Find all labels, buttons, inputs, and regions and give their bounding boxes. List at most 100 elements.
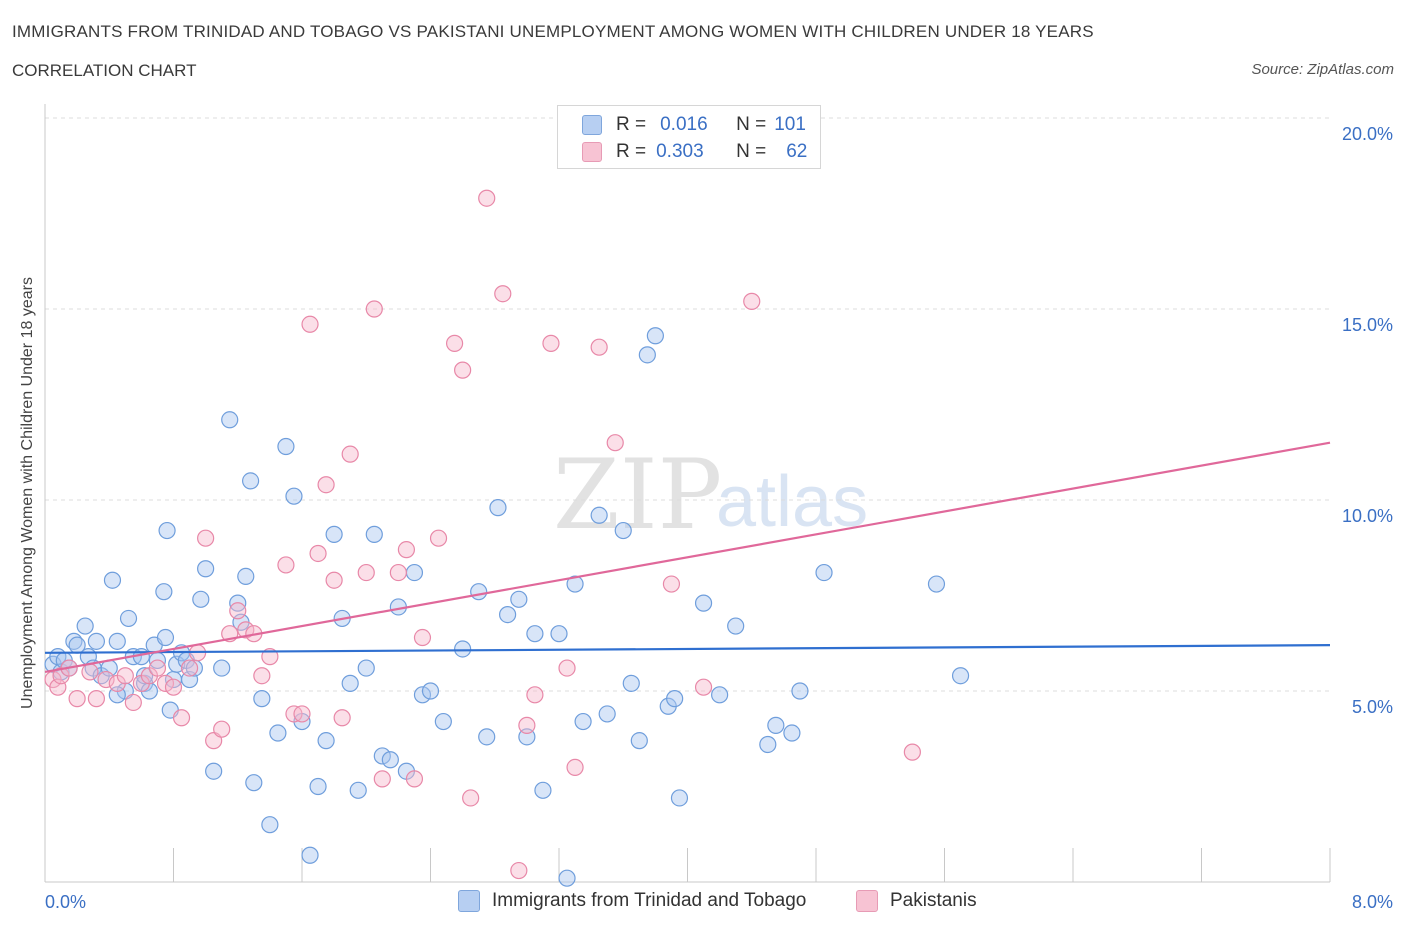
trinidad-point [646, 327, 664, 345]
y-tick-label: 5.0% [1352, 697, 1393, 717]
pakistani-point [445, 334, 464, 352]
pakistani-point [293, 705, 311, 723]
trinidad-point [156, 628, 175, 647]
pakistani-point [81, 663, 99, 681]
pakistani-point [606, 434, 624, 452]
trinidad-point [566, 575, 584, 593]
pakistani-point [87, 690, 106, 708]
legend-item-label: Pakistanis [890, 890, 977, 911]
legend-n-value: 62 [786, 141, 808, 162]
trinidad-trend-line [44, 644, 1331, 654]
pakistani-point [156, 674, 175, 692]
pakistani-point [405, 770, 424, 788]
trinidad-point [711, 686, 729, 704]
trinidad-point [454, 640, 472, 658]
axes [44, 104, 1331, 883]
pakistani-point [694, 678, 713, 696]
legend-n-value: 101 [774, 114, 806, 135]
trinidad-point [76, 617, 94, 635]
pakistani-point [373, 770, 391, 788]
trinidad-point [197, 560, 215, 578]
pakistani-point [253, 667, 271, 685]
pakistani-point [566, 758, 584, 777]
trinidad-point [277, 437, 295, 456]
pakistani-point [478, 189, 496, 207]
trinidad-point [815, 563, 833, 582]
trinidad-point [791, 682, 809, 700]
trinidad-point [405, 563, 424, 582]
trinidad-point [598, 705, 616, 723]
trinidad-point [317, 732, 335, 750]
pakistani-point [68, 690, 86, 708]
pakistani-point [180, 659, 199, 677]
trinidad-point [614, 521, 632, 540]
trinidad-point [155, 583, 173, 601]
legend-n-label: N = [736, 114, 767, 135]
trinidad-point [638, 346, 656, 364]
pakistani-point [301, 315, 319, 333]
trinidad-point [103, 571, 122, 589]
pakistani-point [172, 709, 191, 727]
trinidad-point [119, 609, 138, 628]
trinidad-point [951, 667, 970, 685]
trinidad-point [727, 617, 745, 635]
trinidad-point [574, 712, 592, 731]
y-tick-label: 15.0% [1342, 315, 1393, 335]
pakistani-point [309, 544, 327, 563]
legend-item-pakistani: Pakistanis [856, 890, 977, 912]
pakistani-point [341, 445, 359, 463]
chart-title: IMMIGRANTS FROM TRINIDAD AND TOBAGO VS P… [12, 22, 1094, 41]
x-tick-label: 8.0% [1352, 892, 1393, 912]
pakistani-point [124, 693, 142, 712]
trinidad-point [341, 674, 359, 692]
trinidad-point [365, 525, 383, 543]
watermark-zip: ZIP [553, 439, 722, 551]
pakistani-point [494, 285, 512, 303]
series-legend: Immigrants from Trinidad and Tobago Paki… [0, 890, 1406, 916]
trinidad-point [534, 781, 552, 799]
trinidad-point [666, 690, 684, 708]
legend-item-label: Immigrants from Trinidad and Tobago [492, 890, 807, 911]
pakistani-point [148, 659, 167, 677]
pakistani-point [454, 361, 472, 379]
legend-r-value: 0.303 [656, 141, 704, 162]
trinidad-point [434, 712, 452, 731]
pakistani-point [389, 563, 407, 582]
trinidad-point [413, 686, 432, 704]
pakistani-point [213, 720, 231, 738]
trinidad-point [253, 690, 271, 708]
trinidad-point [470, 583, 488, 601]
pakistani-point [365, 300, 383, 318]
legend-swatch-pink [582, 142, 602, 162]
trinidad-point [285, 487, 303, 505]
pakistani-point [903, 743, 921, 761]
trinidad-point [421, 682, 440, 700]
pakistani-point [429, 529, 448, 547]
legend-swatch-blue [458, 890, 480, 912]
series-trinidad-points [44, 327, 970, 887]
pakistani-point [743, 292, 761, 310]
trinidad-point [694, 594, 713, 612]
trinidad-point [783, 724, 801, 742]
pakistani-point [558, 659, 576, 677]
trinidad-point [158, 521, 176, 540]
trend-lines [44, 441, 1331, 673]
trinidad-point [550, 625, 568, 643]
trinidad-point [205, 762, 223, 780]
source-credit: Source: ZipAtlas.com [1251, 61, 1394, 78]
pakistani-point [413, 628, 432, 647]
trinidad-point [192, 590, 210, 608]
chart-subtitle: CORRELATION CHART [12, 61, 197, 80]
legend-n-label: N = [736, 141, 767, 162]
trinidad-point [325, 525, 343, 543]
watermark: ZIP atlas [553, 439, 868, 551]
legend-row-pakistani: R = 0.303 N = 62 [582, 141, 807, 163]
pakistani-point [510, 861, 528, 880]
trinidad-point [558, 869, 576, 887]
trinidad-point [526, 625, 544, 643]
pakistani-point [518, 716, 536, 734]
pakistani-point [277, 556, 295, 574]
trinidad-point [237, 567, 255, 586]
pakistani-point [261, 648, 279, 666]
